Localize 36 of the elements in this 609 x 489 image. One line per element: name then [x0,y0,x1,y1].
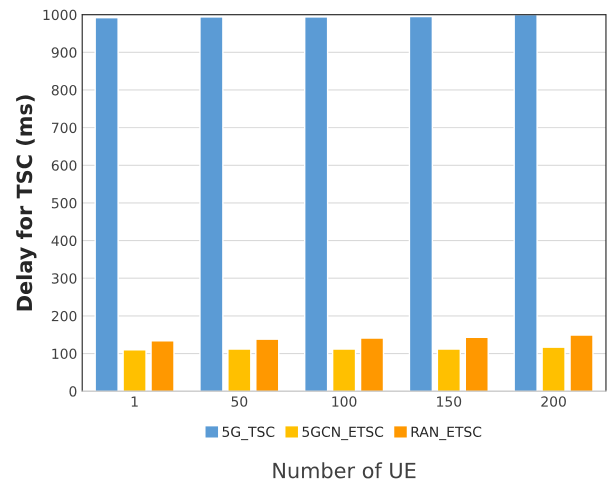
legend-label: RAN_ETSC [412,426,482,440]
y-tick-label: 600 [52,160,76,171]
legend-label: 5G_TSC [222,426,274,440]
bar [436,348,461,392]
bar [122,349,147,392]
x-tick-label: 100 [332,396,356,407]
y-axis-title: Delay for TSC (ms) [16,95,36,310]
bar [541,346,566,392]
bar [94,16,119,392]
bar [569,334,594,392]
x-tick-label: 150 [437,396,462,407]
y-tick-label: 200 [52,310,76,322]
x-tick-label: 1 [132,396,138,407]
y-tick-label: 100 [52,348,76,360]
x-tick-label: 200 [541,396,566,407]
bar [227,348,252,392]
y-tick-label: 1000 [44,10,76,20]
bar [408,16,434,392]
bar [464,336,489,392]
bar [255,338,280,392]
y-tick-label: 700 [52,122,76,134]
y-tick-label: 300 [52,273,76,284]
bar [199,16,224,392]
y-tick-label: 400 [52,236,76,246]
y-tick-label: 800 [52,84,76,96]
bar [332,348,356,392]
y-tick-label: 0 [69,386,76,397]
bar [514,14,538,392]
x-tick-label: 50 [232,396,248,407]
y-tick-label: 500 [52,198,76,208]
bar [150,340,175,392]
bar [304,16,328,392]
bar [360,337,384,392]
y-tick-label: 900 [52,47,76,58]
x-axis-title: Number of UE [273,462,416,478]
legend-label: 5GCN_ETSC [302,426,384,440]
